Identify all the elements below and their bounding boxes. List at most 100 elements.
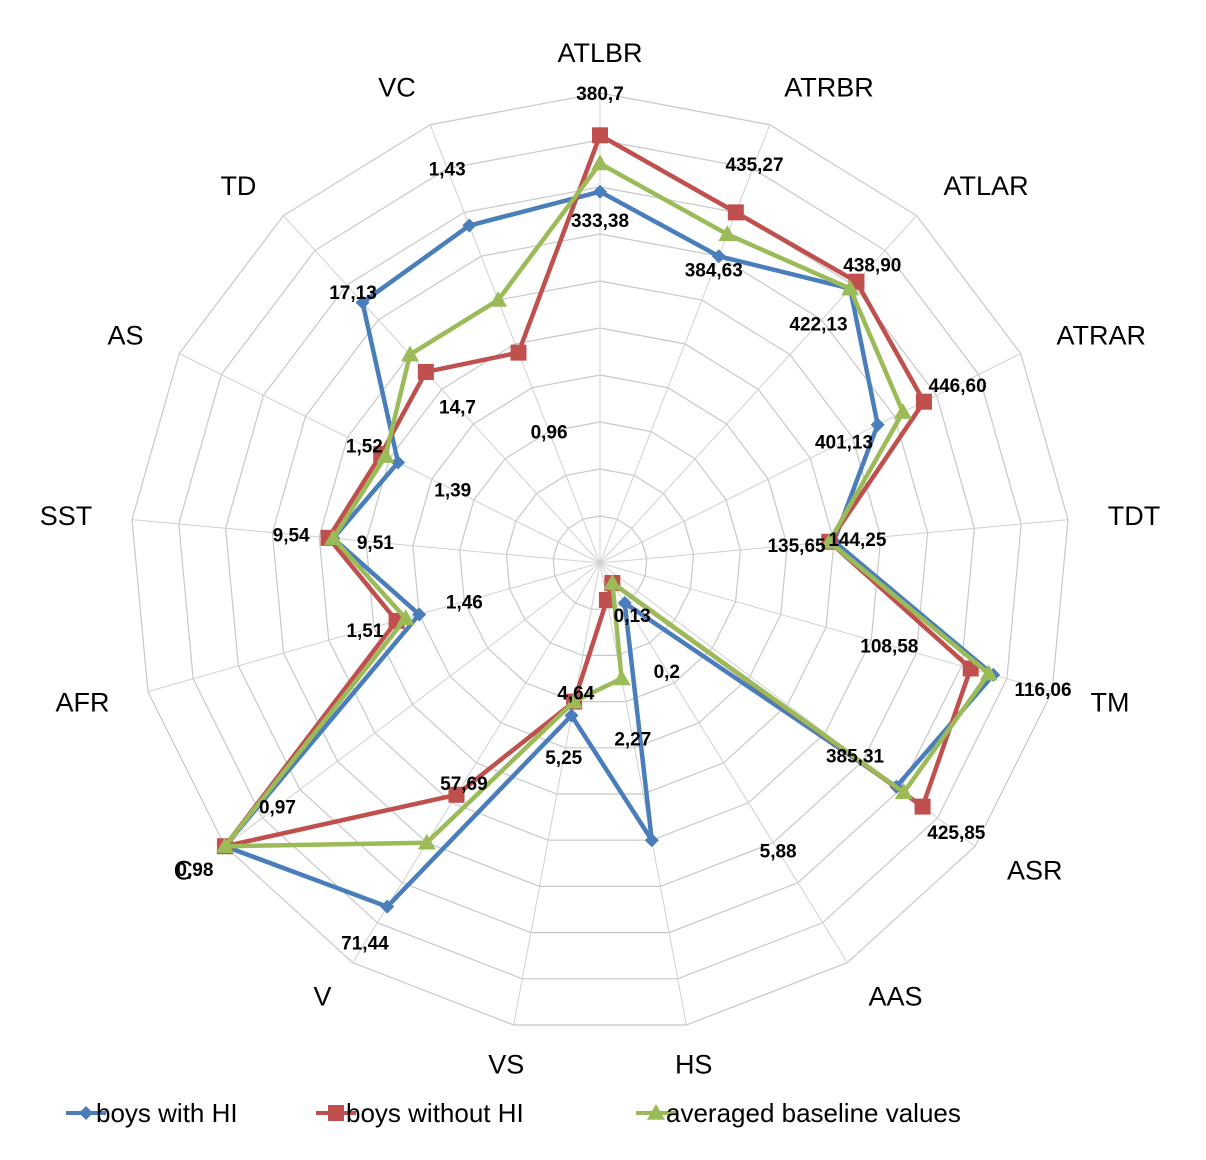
data-label: 71,44 bbox=[341, 934, 389, 955]
axis-label-atlbr: ATLBR bbox=[557, 38, 642, 68]
series-boys-without-hi bbox=[216, 127, 979, 855]
data-label: 435,27 bbox=[725, 155, 783, 176]
data-point bbox=[893, 403, 912, 419]
axis-label-atrbr: ATRBR bbox=[784, 72, 874, 102]
data-label: 14,7 bbox=[439, 398, 476, 419]
grid-spoke bbox=[282, 215, 601, 564]
grid-spoke bbox=[352, 562, 601, 963]
data-point bbox=[718, 225, 737, 242]
data-point bbox=[489, 291, 508, 307]
data-point bbox=[591, 154, 609, 171]
legend-label: boys with HI bbox=[96, 1098, 238, 1128]
axis-label-atlar: ATLAR bbox=[944, 171, 1029, 201]
data-label: 0,98 bbox=[176, 860, 213, 881]
data-label: 5,88 bbox=[760, 842, 797, 863]
data-label: 1,52 bbox=[346, 437, 383, 458]
data-label: 2,27 bbox=[614, 730, 651, 751]
data-point bbox=[820, 532, 839, 549]
grid-ring bbox=[224, 186, 976, 934]
axis-label-atrar: ATRAR bbox=[1056, 321, 1146, 351]
data-label: 1,51 bbox=[346, 621, 383, 642]
data-label: 422,13 bbox=[789, 314, 847, 335]
data-point bbox=[376, 447, 395, 463]
data-point bbox=[448, 786, 465, 803]
data-point bbox=[355, 295, 370, 310]
axis-label-hs: HS bbox=[675, 1049, 713, 1079]
axis-label-aas: AAS bbox=[868, 982, 922, 1012]
grid-spoke bbox=[599, 562, 687, 1026]
grid-ring bbox=[271, 233, 929, 887]
data-label: 57,69 bbox=[440, 774, 488, 795]
data-point bbox=[894, 783, 913, 800]
grid bbox=[131, 92, 1069, 1026]
data-point bbox=[870, 417, 885, 432]
axis-label-v: V bbox=[314, 982, 332, 1012]
data-point bbox=[215, 837, 234, 853]
grid-ring bbox=[365, 327, 835, 795]
data-label: 384,63 bbox=[685, 260, 743, 281]
data-point bbox=[396, 609, 415, 626]
legend-marker bbox=[328, 1105, 344, 1121]
grid-spoke bbox=[599, 215, 918, 564]
data-point bbox=[598, 591, 615, 608]
data-point bbox=[979, 664, 998, 681]
data-point bbox=[565, 692, 584, 709]
grid-ring bbox=[318, 280, 882, 841]
grid-spoke bbox=[599, 353, 1021, 564]
data-point bbox=[914, 798, 931, 815]
data-point bbox=[644, 833, 659, 848]
data-point bbox=[915, 393, 932, 410]
legend-label: boys without HI bbox=[346, 1098, 524, 1128]
series-line bbox=[222, 161, 992, 849]
data-point bbox=[412, 607, 427, 622]
data-label: 1,46 bbox=[446, 593, 483, 614]
axis-label-td: TD bbox=[220, 171, 256, 201]
grid-ring bbox=[552, 515, 648, 610]
data-label: 5,25 bbox=[545, 748, 582, 769]
data-point bbox=[324, 529, 343, 546]
data-label: 9,51 bbox=[357, 533, 394, 554]
data-label: 0,2 bbox=[654, 662, 680, 683]
data-point bbox=[592, 127, 608, 144]
legend-marker bbox=[647, 1104, 665, 1120]
legend-label: averaged baseline values bbox=[666, 1098, 961, 1128]
data-label: 1,39 bbox=[434, 481, 471, 502]
data-point bbox=[462, 218, 477, 233]
axis-label-as: AS bbox=[107, 321, 143, 351]
axis-label-c: C bbox=[174, 855, 194, 885]
grid-spoke bbox=[147, 562, 601, 693]
data-point bbox=[617, 595, 632, 610]
data-label: 333,38 bbox=[571, 211, 629, 232]
data-point bbox=[510, 344, 527, 361]
data-label: 116,06 bbox=[1014, 680, 1071, 701]
data-point bbox=[841, 279, 860, 296]
data-label: 0,97 bbox=[259, 798, 296, 819]
data-label: 385,31 bbox=[826, 747, 885, 768]
data-point bbox=[727, 204, 744, 221]
data-point bbox=[612, 669, 631, 686]
axis-label-asr: ASR bbox=[1007, 855, 1063, 885]
axis-label-tm: TM bbox=[1090, 688, 1129, 718]
data-label: 4,64 bbox=[557, 683, 594, 704]
data-label: 380,7 bbox=[576, 84, 624, 105]
data-label: 438,90 bbox=[843, 255, 901, 276]
legend: boys with HI boys without HI averaged base… bbox=[66, 1098, 961, 1128]
data-label: 401,13 bbox=[815, 432, 873, 453]
axis-labels: ATLBRATRBRATLARATRARTDTTMASRAASHSVSVCAFR… bbox=[40, 38, 1161, 1079]
grid-spoke bbox=[131, 519, 601, 564]
axis-label-sst: SST bbox=[40, 501, 93, 531]
data-point bbox=[391, 455, 406, 470]
legend-item: averaged baseline values bbox=[636, 1098, 961, 1128]
series-averaged-baseline-values bbox=[215, 154, 998, 853]
legend-item: boys without HI bbox=[316, 1098, 524, 1128]
grid-ring bbox=[412, 374, 788, 749]
axis-label-afr: AFR bbox=[56, 688, 110, 718]
grid-spoke bbox=[599, 124, 771, 564]
data-point bbox=[401, 345, 420, 362]
data-point bbox=[380, 899, 395, 914]
data-label: 17,13 bbox=[329, 283, 377, 304]
data-label: 9,54 bbox=[273, 525, 310, 546]
data-point bbox=[711, 249, 726, 264]
